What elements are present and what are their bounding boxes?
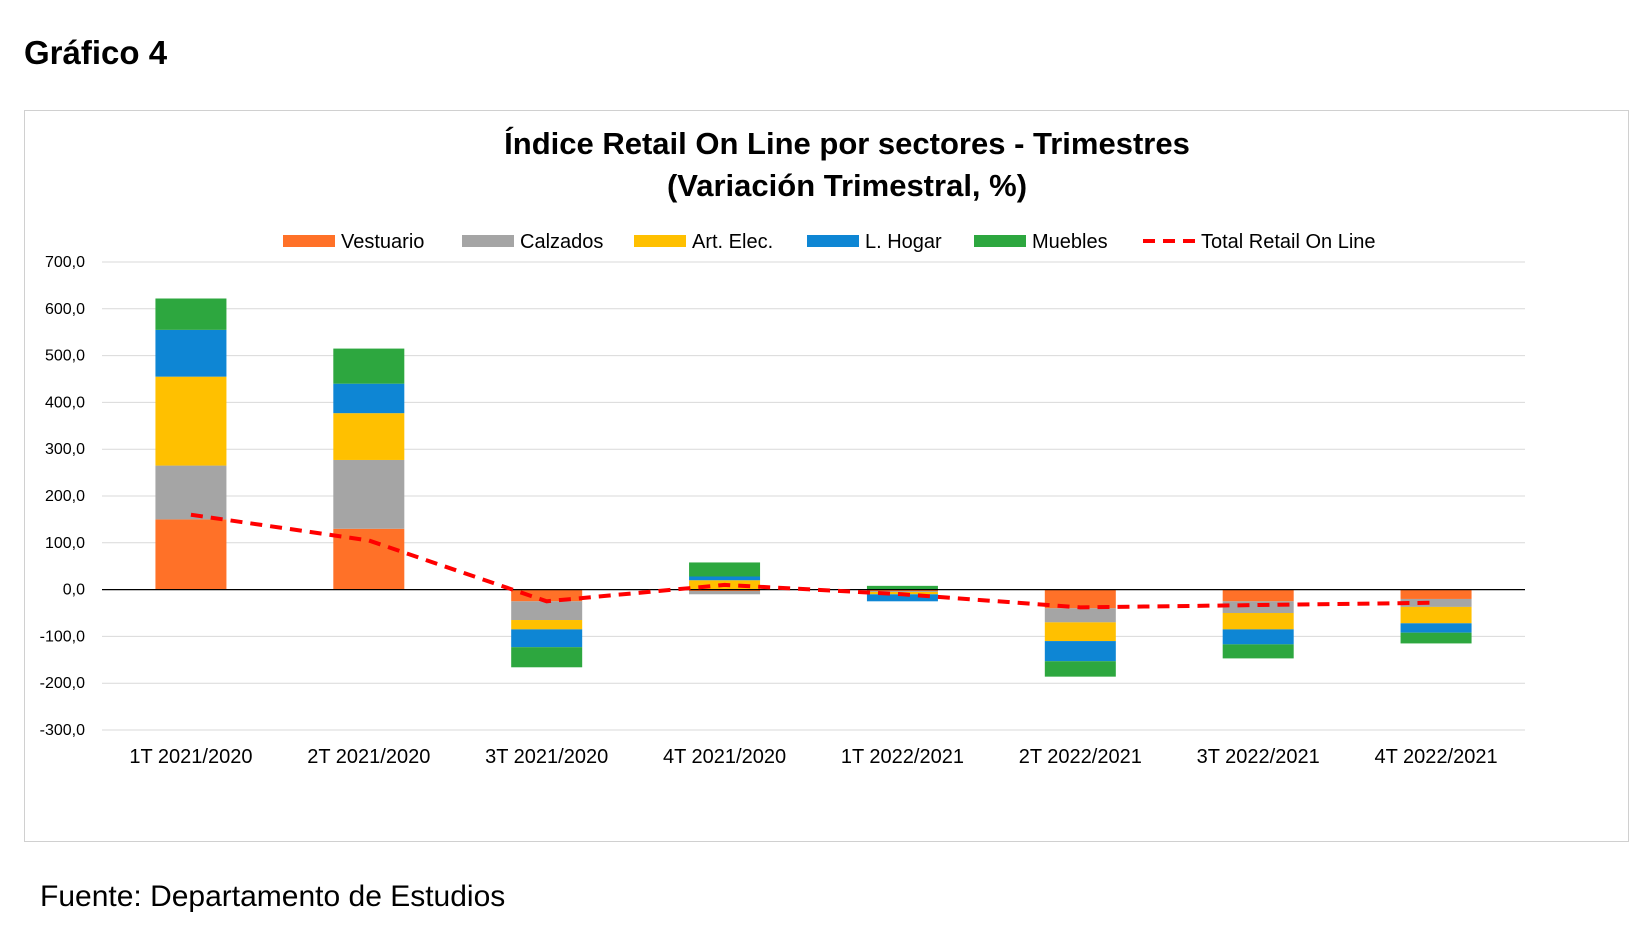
bar-segment	[1222, 601, 1294, 613]
bar-segment	[1044, 622, 1116, 642]
x-category-label: 4T 2022/2021	[1375, 746, 1498, 768]
y-tick-label: -200,0	[40, 675, 85, 692]
y-tick-label: 500,0	[45, 348, 85, 365]
bar-segment	[333, 413, 405, 460]
legend-label: Calzados	[520, 231, 603, 253]
chart-title: Índice Retail On Line por sectores - Tri…	[504, 126, 1190, 161]
legend-swatch	[283, 235, 335, 247]
x-category-label: 1T 2021/2020	[129, 746, 252, 768]
bar-segment	[689, 589, 761, 592]
y-tick-label: 200,0	[45, 488, 85, 505]
bar-segment	[1044, 641, 1116, 662]
legend-swatch	[807, 235, 859, 247]
bar-segment	[333, 528, 405, 590]
grid-lines	[102, 261, 1525, 731]
y-tick-label: 700,0	[45, 254, 85, 271]
chart-subtitle: (Variación Trimestral, %)	[667, 168, 1027, 203]
legend-label: Muebles	[1032, 231, 1108, 253]
chart-container: Índice Retail On Line por sectores - Tri…	[24, 110, 1629, 842]
bar-segment	[1044, 608, 1116, 623]
bar-segment	[155, 519, 227, 590]
legend-label: L. Hogar	[865, 231, 942, 253]
bar-segment	[333, 348, 405, 384]
bar-segment	[155, 465, 227, 520]
bar-segment	[1044, 589, 1116, 609]
bar-segment	[866, 585, 938, 590]
bar-segment	[333, 383, 405, 414]
bar-segment	[866, 594, 938, 602]
bar-segment	[1222, 629, 1294, 645]
bar-segment	[1044, 661, 1116, 677]
legend-label: Total Retail On Line	[1201, 231, 1376, 253]
legend-swatch	[462, 235, 514, 247]
stacked-bar-chart: Índice Retail On Line por sectores - Tri…	[40, 126, 1525, 768]
y-tick-label: -100,0	[40, 628, 85, 645]
y-tick-label: 0,0	[63, 582, 85, 599]
bar-segment	[1400, 623, 1472, 633]
bar-segment	[155, 298, 227, 330]
bar-segment	[511, 601, 583, 621]
total-retail-line	[190, 512, 1437, 610]
bar-segment	[1400, 589, 1472, 599]
bar-segment	[1400, 606, 1472, 624]
bar-segment	[1222, 644, 1294, 659]
y-tick-label: 300,0	[45, 441, 85, 458]
bar-series	[155, 298, 1472, 677]
bar-segment	[689, 591, 761, 595]
x-category-label: 2T 2021/2020	[307, 746, 430, 768]
bar-segment	[511, 620, 583, 630]
bar-segment	[866, 589, 938, 592]
x-category-label: 2T 2022/2021	[1019, 746, 1142, 768]
x-category-label: 3T 2022/2021	[1197, 746, 1320, 768]
bar-segment	[333, 459, 405, 529]
bar-segment	[511, 647, 583, 668]
y-tick-label: 400,0	[45, 394, 85, 411]
bar-segment	[1222, 589, 1294, 602]
x-axis-categories: 1T 2021/2020 2T 2021/2020 3T 2021/2020 4T 2…	[129, 746, 1497, 768]
y-tick-label: 600,0	[45, 301, 85, 318]
legend-label: Art. Elec.	[692, 231, 773, 253]
bar-segment	[511, 629, 583, 648]
chart-legend: Vestuario Calzados Art. Elec. L. Hogar Muebl…	[283, 231, 1376, 253]
bar-segment	[155, 376, 227, 466]
figure-label: Gráfico 4	[24, 34, 168, 71]
total-line-series	[190, 512, 1437, 610]
x-category-label: 1T 2022/2021	[841, 746, 964, 768]
source-note: Fuente: Departamento de Estudios	[40, 880, 506, 913]
x-category-label: 4T 2021/2020	[663, 746, 786, 768]
y-tick-label: -300,0	[40, 722, 85, 739]
bar-segment	[1222, 613, 1294, 630]
bar-segment	[511, 589, 583, 602]
bar-segment	[1400, 598, 1472, 607]
y-axis-ticks: 700,0 600,0 500,0 400,0 300,0 200,0 100,0 0,0 -1…	[40, 254, 85, 739]
legend-swatch	[634, 235, 686, 247]
bar-segment	[866, 591, 938, 592]
y-tick-label: 100,0	[45, 535, 85, 552]
legend-swatch	[974, 235, 1026, 247]
bar-segment	[689, 562, 761, 577]
x-category-label: 3T 2021/2020	[485, 746, 608, 768]
bar-segment	[1400, 632, 1472, 644]
bar-segment	[155, 329, 227, 377]
legend-label: Vestuario	[341, 231, 424, 253]
bar-segment	[689, 576, 761, 581]
